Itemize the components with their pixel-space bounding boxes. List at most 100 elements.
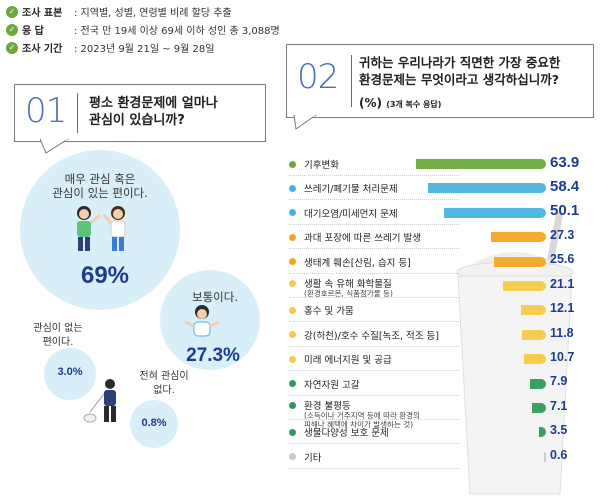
survey-info-key: 조사 기간 — [22, 44, 63, 55]
tick-label: 홍수 및 가뭄 — [289, 303, 354, 317]
bar — [522, 329, 546, 340]
survey-info-row: ✓ 조사 표본 : 지역별, 성별, 연령별 비례 할당 추출 — [6, 4, 232, 19]
data-label: 25.6 — [550, 252, 575, 267]
data-label: 12.1 — [550, 301, 575, 316]
category-label: 생활 속 유해 화학물질 — [304, 279, 392, 290]
legend-dot — [289, 380, 296, 388]
answer-bubble-interested — [20, 150, 180, 310]
bar — [416, 159, 546, 169]
tick-label: 대기오염/미세먼지 문제 — [289, 206, 398, 220]
row-divider — [289, 345, 459, 347]
q2-pointer — [293, 115, 317, 130]
legend-dot — [289, 233, 296, 241]
q1-pointer — [40, 139, 69, 154]
answer-percent-not-interested: 3.0% — [57, 366, 83, 378]
category-label: 생물다양성 보호 문제 — [304, 428, 389, 440]
legend-dot — [289, 306, 296, 314]
legend-dot — [289, 401, 296, 409]
data-label: 7.1 — [550, 398, 568, 413]
row-divider — [289, 199, 459, 201]
q1-title: 평소 환경문제에 얼마나 관심이 있습니까? — [89, 96, 218, 128]
bar — [524, 354, 546, 365]
data-label: 11.8 — [550, 325, 574, 340]
data-label: 63.9 — [550, 153, 580, 171]
row-divider — [289, 248, 459, 250]
q1-number: 01 — [25, 91, 67, 131]
tick-label: 강(하천)/호수 수질[녹조, 적조 등] — [289, 328, 439, 342]
row-divider — [289, 419, 459, 420]
data-label: 27.3 — [550, 227, 575, 242]
legend-dot — [289, 160, 296, 168]
data-label: 3.5 — [550, 423, 568, 438]
category-label: 쓰레기/폐기물 처리문제 — [304, 184, 398, 196]
row-divider — [289, 272, 459, 274]
category-label: 대기오염/미세먼지 문제 — [304, 208, 398, 220]
survey-info-row: ✓ 조사 기간 : 2023년 9월 21일 ~ 9월 28일 — [6, 40, 214, 55]
answer-label-not-at-all: 전혀 관심이 없다. — [139, 371, 189, 396]
bar — [529, 378, 546, 389]
category-label: 기타 — [304, 452, 322, 464]
category-label: 자연자원 고갈 — [304, 379, 360, 391]
survey-info-key: 조사 표본 — [22, 8, 63, 19]
legend-dot — [289, 279, 296, 287]
answer-label-neutral: 보통이다. — [192, 290, 238, 304]
answer-percent-interested: 69% — [80, 262, 130, 289]
row-divider — [289, 394, 459, 396]
data-label: 0.6 — [550, 447, 568, 462]
category-sublabel: (소득이나 거주지역 등에 따라 환경의 피해나 혜택에 차이가 발생하는 것) — [304, 411, 420, 429]
legend-dot — [289, 355, 296, 363]
bar — [503, 281, 546, 291]
check-icon: ✓ — [6, 41, 18, 54]
tick-label: 생태계 훼손[산림, 습지 등] — [289, 255, 411, 269]
q2-title: 귀하는 우리나라가 직면한 가장 중요한 환경문제는 무엇이라고 생각하십니까? — [359, 55, 561, 87]
survey-info-row: ✓ 응 답 : 전국 만 19세 이상 69세 이하 성인 총 3,088명 — [6, 22, 280, 37]
answer-bubble-neutral — [160, 270, 260, 370]
category-label: 환경 불평등 — [304, 401, 351, 412]
person-dog-icon — [83, 379, 116, 423]
row-divider — [289, 467, 459, 469]
category-sublabel: (환경호르몬, 식품첨가물 등) — [304, 289, 393, 298]
bar — [521, 305, 546, 316]
people-illustration-icon — [77, 206, 126, 251]
answer-percent-neutral: 27.3% — [186, 345, 240, 366]
survey-info-value: : 전국 만 19세 이상 69세 이하 성인 총 3,088명 — [74, 26, 280, 37]
answer-label-not-interested: 관심이 없는 편이다. — [33, 323, 83, 348]
bar — [444, 207, 546, 218]
legend-dot — [289, 331, 296, 339]
tick-label: 생물다양성 보호 문제 — [289, 425, 389, 439]
bar — [531, 403, 546, 413]
q1-panel: 01 평소 환경문제에 얼마나 관심이 있습니까? — [14, 84, 266, 142]
survey-info-value: : 2023년 9월 21일 ~ 9월 28일 — [74, 44, 215, 55]
survey-info-key: 응 답 — [22, 26, 44, 37]
check-icon: ✓ — [6, 5, 18, 18]
q2-note: (3개 복수 응답) — [386, 100, 442, 109]
category-label: 미래 에너지원 및 공급 — [304, 355, 392, 367]
bar — [494, 256, 546, 267]
data-label: 58.4 — [550, 177, 580, 195]
legend-dot — [289, 453, 296, 461]
data-label: 7.9 — [550, 374, 568, 389]
row-divider — [289, 223, 459, 225]
legend-dot — [289, 184, 296, 192]
answer-label-interested: 매우 관심 혹은 관심이 있는 편이다. — [52, 172, 148, 200]
bar — [427, 183, 546, 194]
survey-info-value: : 지역별, 성별, 연령별 비례 할당 추출 — [74, 8, 232, 19]
row-divider — [289, 321, 459, 323]
q2-panel: 02 귀하는 우리나라가 직면한 가장 중요한 환경문제는 무엇이라고 생각하십… — [286, 44, 594, 118]
q1-divider — [77, 93, 78, 133]
data-label: 50.1 — [550, 202, 580, 220]
check-icon: ✓ — [6, 23, 18, 36]
category-label: 생태계 훼손[산림, 습지 등] — [304, 257, 411, 269]
person-neutral-icon — [184, 305, 220, 337]
category-label: 기후변화 — [304, 160, 339, 171]
category-label: 과대 포장에 따른 쓰레기 발생 — [304, 233, 421, 245]
q2-divider — [351, 55, 352, 107]
row-divider — [289, 297, 459, 298]
tick-label: 환경 불평등 — [289, 398, 351, 412]
q2-number: 02 — [297, 57, 339, 97]
tick-label: 생활 속 유해 화학물질 — [289, 276, 392, 290]
tick-label: 쓰레기/폐기물 처리문제 — [289, 181, 398, 195]
q2-unit: (%) — [359, 96, 382, 110]
row-divider — [289, 370, 459, 372]
tick-label: 기타 — [289, 450, 321, 464]
